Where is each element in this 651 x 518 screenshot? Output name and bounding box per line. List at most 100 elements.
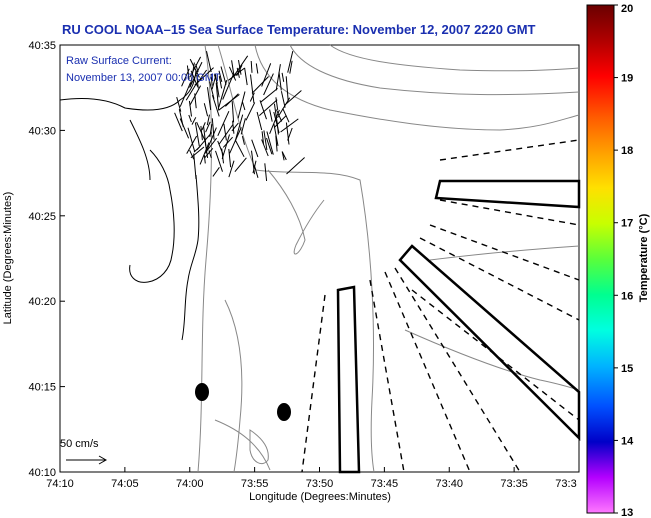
- current-vector: [275, 109, 283, 122]
- current-vector: [218, 70, 223, 83]
- current-vector: [189, 61, 203, 88]
- current-vector: [205, 121, 211, 133]
- current-vector: [236, 67, 240, 78]
- current-vector: [204, 147, 214, 159]
- current-vector: [261, 131, 264, 144]
- annotation-line-2: November 13, 2007 00:00 GMT: [66, 72, 221, 84]
- current-vector: [220, 66, 227, 85]
- current-vector: [200, 125, 203, 141]
- colorbar-tick-label: 19: [621, 73, 633, 85]
- current-vector: [285, 122, 290, 145]
- current-vector: [189, 56, 202, 78]
- current-vector: [218, 76, 223, 89]
- current-vector: [275, 97, 279, 110]
- current-vector: [211, 94, 220, 117]
- current-vector: [237, 91, 246, 119]
- current-vector: [242, 101, 246, 111]
- current-vector: [287, 127, 293, 141]
- current-vector: [179, 118, 190, 139]
- y-tick-label: 40:20: [28, 296, 56, 308]
- current-vector: [221, 148, 224, 164]
- colorbar-tick-label: 20: [621, 3, 633, 15]
- current-vector: [190, 70, 199, 87]
- current-vector: [252, 160, 257, 174]
- map-plot-area: Raw Surface Current: November 13, 2007 0…: [59, 44, 581, 474]
- current-vector: [269, 109, 273, 122]
- x-tick-label: 74:00: [176, 478, 204, 490]
- x-tick-label: 73:40: [435, 478, 463, 490]
- colorbar-tick-label: 13: [621, 507, 633, 518]
- surface-current-vectors: [174, 50, 305, 182]
- station-marker-1: [195, 383, 209, 401]
- x-tick-label: 73:50: [306, 478, 334, 490]
- current-vector: [203, 103, 209, 117]
- current-vector: [275, 64, 281, 91]
- current-vector: [259, 100, 267, 120]
- current-vector: [222, 136, 233, 148]
- current-vector: [234, 157, 247, 173]
- current-vector: [266, 131, 274, 155]
- current-vector: [203, 154, 206, 164]
- current-vector: [211, 74, 217, 90]
- current-vector: [231, 101, 235, 123]
- current-vector: [251, 150, 255, 175]
- current-vector: [260, 88, 278, 103]
- current-vector: [176, 96, 182, 112]
- current-vector: [251, 139, 259, 158]
- current-vector: [179, 82, 191, 107]
- current-vector: [199, 142, 210, 165]
- coverage-box-east: [398, 244, 581, 442]
- current-vector: [233, 55, 249, 76]
- current-vector: [222, 73, 235, 100]
- current-vector: [256, 111, 263, 131]
- y-tick-label: 40:25: [28, 211, 56, 223]
- current-vector: [250, 74, 255, 103]
- current-vector: [258, 99, 278, 116]
- current-vector: [287, 50, 294, 73]
- current-vector: [231, 122, 239, 132]
- current-vector: [228, 66, 237, 81]
- current-vector: [215, 150, 223, 172]
- current-vector: [234, 114, 244, 142]
- current-vector: [191, 117, 197, 125]
- current-vector: [211, 118, 215, 140]
- current-vector: [174, 112, 183, 132]
- current-vector: [277, 97, 291, 118]
- current-vector: [201, 122, 206, 131]
- colorbar-tick-label: 15: [621, 363, 633, 375]
- current-vector: [206, 114, 210, 126]
- current-vector: [221, 134, 230, 160]
- current-vector: [286, 157, 305, 175]
- current-vector: [280, 118, 299, 133]
- scale-label: 50 cm/s: [60, 438, 99, 450]
- current-vector: [188, 100, 192, 117]
- current-vector: [240, 118, 246, 135]
- current-vector: [269, 109, 280, 134]
- current-vector: [241, 135, 245, 145]
- x-tick-label: 74:05: [111, 478, 139, 490]
- current-vector: [218, 80, 228, 108]
- y-tick-label: 40:30: [28, 125, 56, 137]
- current-vector: [213, 74, 218, 84]
- current-vector: [196, 74, 199, 89]
- coverage-box-south: [336, 285, 361, 474]
- y-tick-label: 40:15: [28, 382, 56, 394]
- x-axis-ticks: 74:10 74:05 74:00 73:55 73:50 73:45 73:40 73:35…: [46, 467, 580, 490]
- current-vector: [231, 60, 235, 78]
- current-vector: [285, 76, 289, 102]
- x-tick-label: 73:55: [241, 478, 269, 490]
- current-vector: [273, 103, 278, 124]
- current-vector: [281, 151, 287, 161]
- coverage-outlines: [336, 179, 581, 474]
- current-vector: [255, 63, 259, 74]
- current-vector: [284, 90, 302, 106]
- current-vector: [196, 121, 206, 142]
- current-vector: [232, 120, 235, 134]
- current-vector: [206, 137, 217, 152]
- current-vector: [188, 114, 192, 123]
- current-vector: [185, 83, 197, 101]
- annotation-line-1: Raw Surface Current:: [66, 55, 172, 67]
- colorbar-tick-label: 16: [621, 290, 633, 302]
- current-vector: [263, 130, 268, 150]
